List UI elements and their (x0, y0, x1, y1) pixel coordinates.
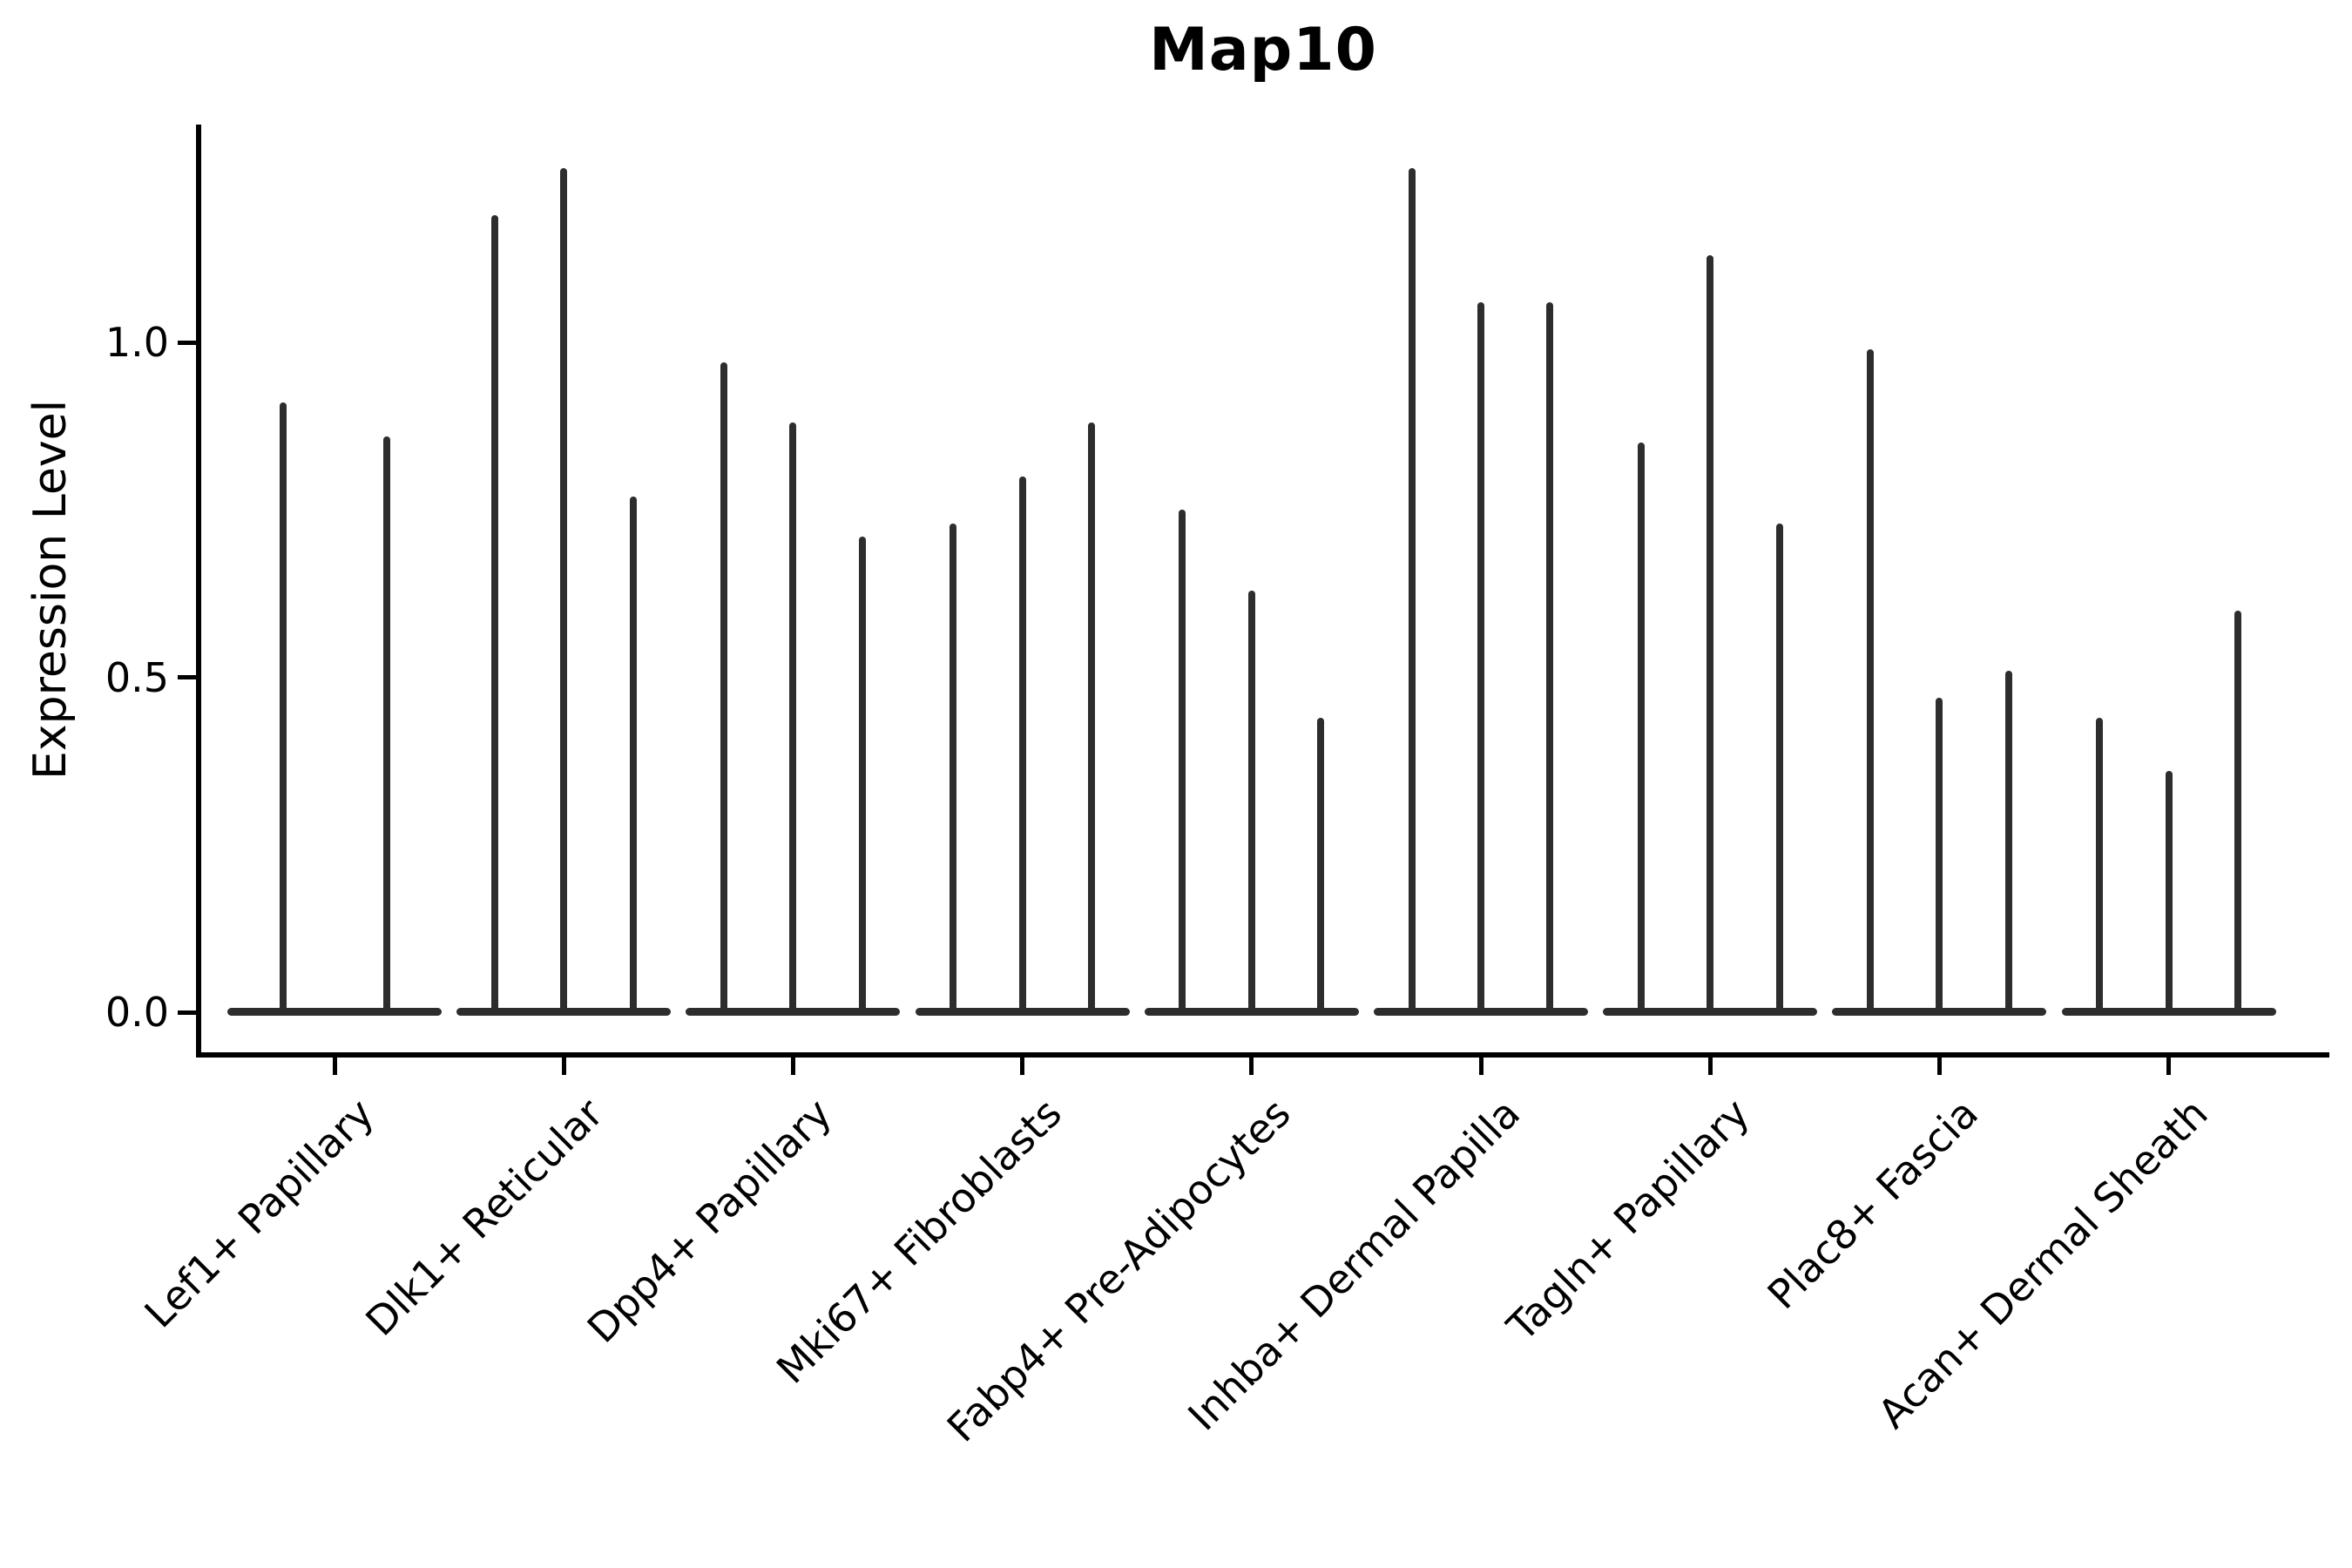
violin-spike (2004, 670, 2012, 1012)
violin-spike (1546, 301, 1554, 1012)
x-tick-label: Dlk1+ Reticular (355, 1089, 612, 1345)
y-tick-label: 0.5 (105, 653, 169, 701)
violin-spike (1179, 510, 1186, 1012)
violin-spike (1707, 255, 1714, 1012)
x-tick (2166, 1056, 2172, 1075)
violin-spike (2096, 717, 2104, 1012)
violin-spike (1018, 476, 1026, 1012)
y-tick (178, 1010, 197, 1015)
x-tick (1249, 1056, 1254, 1075)
x-tick (561, 1056, 566, 1075)
x-tick (1707, 1056, 1713, 1075)
x-axis-spine (196, 1052, 2329, 1058)
x-tick (790, 1056, 795, 1075)
x-tick-label: Lef1+ Papillary (134, 1089, 382, 1337)
x-tick (1478, 1056, 1484, 1075)
x-tick (1020, 1056, 1025, 1075)
violin-spike (720, 362, 728, 1012)
y-axis-spine (196, 125, 201, 1057)
violin-spike (560, 168, 568, 1012)
violin-spike (279, 402, 287, 1012)
x-tick (1936, 1056, 1942, 1075)
x-tick-label: Plac8+ Fascia (1758, 1089, 1988, 1319)
violin-spike (1408, 168, 1416, 1012)
violin-spike (789, 422, 797, 1012)
violin-spike (1775, 523, 1783, 1012)
violin-spike (1317, 717, 1325, 1012)
violin-spike (1936, 697, 1943, 1012)
violin-spike (1087, 422, 1095, 1012)
violin-spike (1637, 443, 1645, 1012)
violin-spike (858, 537, 866, 1012)
y-tick-label: 0.0 (105, 989, 169, 1036)
violin-spike (490, 214, 498, 1012)
violin-spike (1477, 301, 1484, 1012)
y-tick (178, 340, 197, 345)
violin-spike (382, 436, 390, 1012)
violin-spike (2165, 771, 2173, 1012)
x-tick (332, 1056, 337, 1075)
violin-spike (950, 523, 957, 1012)
y-tick-label: 1.0 (105, 319, 169, 366)
violin-spike (1247, 590, 1255, 1012)
y-tick (178, 675, 197, 679)
chart-title: Map10 (1149, 16, 1377, 84)
violin-spike (629, 496, 637, 1012)
x-tick-label: Tagln+ Papillary (1497, 1089, 1759, 1350)
violin-base (227, 1008, 442, 1016)
x-tick-label: Dpp4+ Papillary (578, 1089, 841, 1352)
violin-spike (2234, 610, 2241, 1012)
violin-spike (1867, 348, 1875, 1012)
